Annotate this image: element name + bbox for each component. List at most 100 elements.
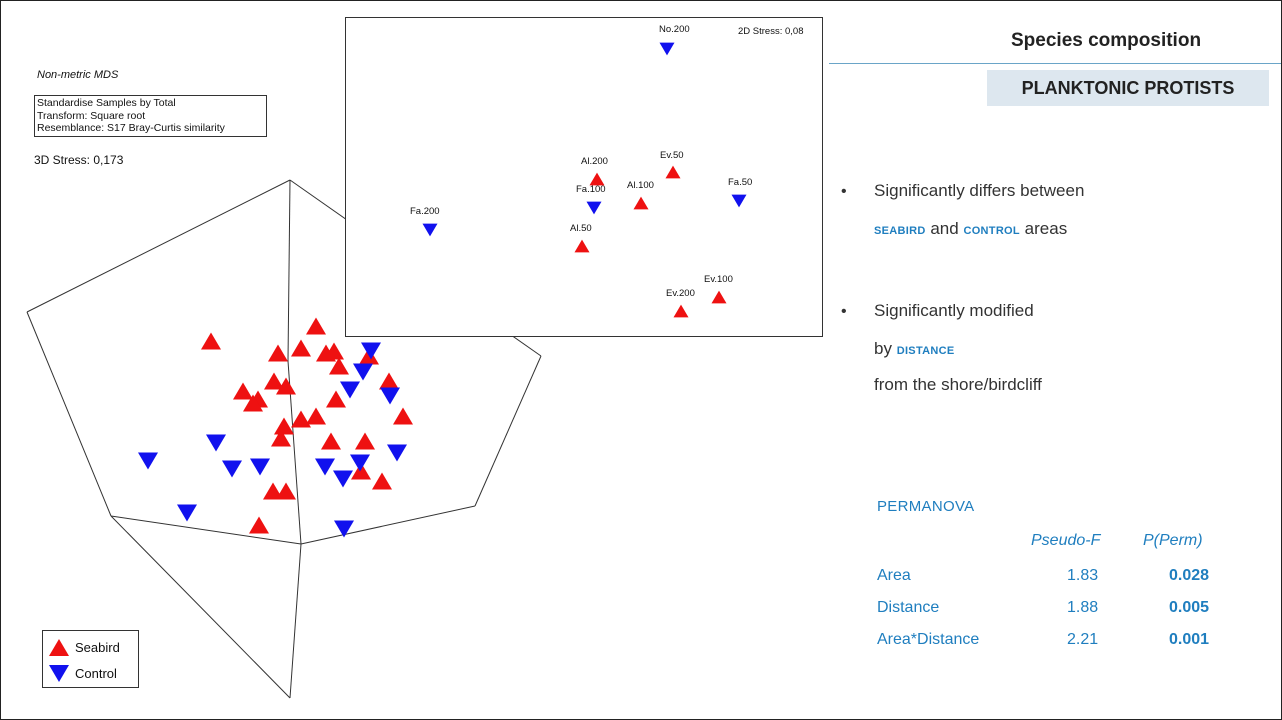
seabird-point bbox=[276, 377, 296, 395]
seabird-point bbox=[276, 482, 296, 500]
control-point bbox=[350, 454, 370, 472]
seabird-point bbox=[263, 482, 283, 500]
mds-3d-points bbox=[138, 317, 413, 538]
bullet-2-dot: • bbox=[841, 303, 847, 320]
title-divider bbox=[829, 63, 1281, 64]
inset-point-label: Fa.100 bbox=[576, 184, 606, 195]
inset-point-al-50 bbox=[574, 239, 590, 253]
seabird-point bbox=[306, 407, 326, 425]
mds-method-label: Non-metric MDS bbox=[37, 69, 119, 81]
inset-point-al-200 bbox=[589, 172, 605, 186]
permanova-f-interaction: 2.21 bbox=[1067, 631, 1099, 648]
permanova-term-interaction: Area*Distance bbox=[877, 631, 980, 648]
seabird-point bbox=[306, 317, 326, 335]
stress-2d-label: 2D Stress: 0,08 bbox=[738, 26, 803, 37]
seabird-point bbox=[243, 394, 263, 412]
inset-point-ev-50 bbox=[665, 165, 681, 179]
permanova-p-interaction: 0.001 bbox=[1169, 631, 1210, 648]
page-title: Species composition bbox=[1011, 30, 1202, 51]
mds-2d-points: No.200 Al.200 Ev.50 Fa.100 Al.100 Fa.50 Fa.200… bbox=[410, 24, 752, 318]
control-point bbox=[333, 470, 353, 488]
mds-setting-resemblance: Resemblance: S17 Bray-Curtis similarity bbox=[37, 122, 225, 134]
inset-point-label: Al.200 bbox=[581, 156, 608, 167]
legend-item-seabird: Seabird bbox=[49, 636, 120, 658]
permanova-p-distance: 0.005 bbox=[1169, 599, 1210, 616]
triangle-up-icon bbox=[49, 638, 69, 656]
mds-2d-plot: 2D Stress: 0,08 No.200 Al.200 Ev.50 Fa.100 A… bbox=[410, 24, 803, 318]
bullet-1-and: and bbox=[930, 219, 959, 238]
seabird-point bbox=[326, 390, 346, 408]
control-point bbox=[361, 342, 381, 360]
inset-point-label: Ev.200 bbox=[666, 288, 695, 299]
seabird-point bbox=[201, 332, 221, 350]
control-point bbox=[387, 444, 407, 462]
control-point bbox=[138, 452, 158, 470]
seabird-point bbox=[233, 382, 253, 400]
seabird-point bbox=[321, 432, 341, 450]
control-point bbox=[206, 434, 226, 452]
inset-point-fa-100 bbox=[586, 201, 602, 215]
inset-point-al-100 bbox=[633, 196, 649, 210]
permanova-title: PERMANOVA bbox=[877, 498, 975, 515]
seabird-point bbox=[268, 344, 288, 362]
control-point bbox=[340, 381, 360, 399]
inset-point-no-200 bbox=[659, 42, 675, 56]
bullet-2-line3: from the shore/birdcliff bbox=[874, 375, 1042, 394]
section-badge: PLANKTONIC PROTISTS bbox=[987, 70, 1269, 106]
mds-setting-standardise: Standardise Samples by Total bbox=[37, 97, 176, 109]
seabird-point bbox=[274, 417, 294, 435]
seabird-point bbox=[291, 339, 311, 357]
plot-legend: Seabird Control bbox=[42, 630, 139, 688]
seabird-point bbox=[379, 372, 399, 390]
permanova-p-area: 0.028 bbox=[1169, 567, 1210, 584]
inset-point-ev-200 bbox=[673, 304, 689, 318]
legend-label-seabird: Seabird bbox=[75, 639, 120, 655]
control-point bbox=[334, 520, 354, 538]
permanova-col-p-perm: P(Perm) bbox=[1143, 532, 1203, 549]
inset-point-label: Fa.200 bbox=[410, 206, 440, 217]
seabird-point bbox=[271, 429, 291, 447]
seabird-point bbox=[264, 372, 284, 390]
bullet-1-end: areas bbox=[1024, 219, 1068, 238]
control-point bbox=[380, 387, 400, 405]
inset-point-ev-100 bbox=[711, 290, 727, 304]
legend-item-control: Control bbox=[49, 662, 117, 684]
seabird-point bbox=[291, 410, 311, 428]
keyword-distance: DISTANCE bbox=[896, 345, 955, 357]
bullet-2-line2: by DISTANCE bbox=[874, 339, 955, 359]
bullet-1-dot: • bbox=[841, 183, 847, 200]
inset-point-label: Ev.50 bbox=[660, 150, 684, 161]
control-point bbox=[222, 460, 242, 478]
seabird-point bbox=[324, 342, 344, 360]
bullet-1-line1: Significantly differs between bbox=[874, 181, 1085, 200]
stress-3d-label: 3D Stress: 0,173 bbox=[34, 153, 124, 167]
permanova-term-distance: Distance bbox=[877, 599, 940, 616]
inset-point-label: Ev.100 bbox=[704, 274, 733, 285]
permanova-col-pseudo-f: Pseudo-F bbox=[1031, 532, 1101, 549]
mds-setting-transform: Transform: Square root bbox=[37, 109, 146, 122]
mds-3d-plot bbox=[26, 179, 542, 699]
keyword-control: CONTROL bbox=[963, 225, 1020, 237]
legend-label-control: Control bbox=[75, 665, 117, 681]
inset-point-label: No.200 bbox=[659, 24, 690, 35]
control-point bbox=[353, 363, 373, 381]
seabird-point bbox=[351, 462, 371, 480]
bullet-2-line1: Significantly modified bbox=[874, 301, 1034, 320]
inset-point-label: Al.50 bbox=[570, 223, 592, 234]
inset-point-fa-200 bbox=[422, 223, 438, 237]
seabird-point bbox=[355, 432, 375, 450]
keyword-seabird: SEABIRD bbox=[874, 225, 926, 237]
cube-wireframe bbox=[26, 179, 542, 699]
inset-point-fa-50 bbox=[731, 194, 747, 208]
seabird-point bbox=[329, 357, 349, 375]
seabird-point bbox=[372, 472, 392, 490]
inset-point-label: Fa.50 bbox=[728, 177, 752, 188]
permanova-f-distance: 1.88 bbox=[1067, 599, 1099, 616]
control-point bbox=[315, 458, 335, 476]
inset-point-label: Al.100 bbox=[627, 180, 654, 191]
mds-2d-inset: 2D Stress: 0,08 No.200 Al.200 Ev.50 Fa.100 A… bbox=[345, 17, 823, 337]
mds-settings-box: Standardise Samples by Total Transform: … bbox=[34, 95, 267, 137]
permanova-f-area: 1.83 bbox=[1067, 567, 1099, 584]
triangle-down-icon bbox=[49, 664, 69, 682]
